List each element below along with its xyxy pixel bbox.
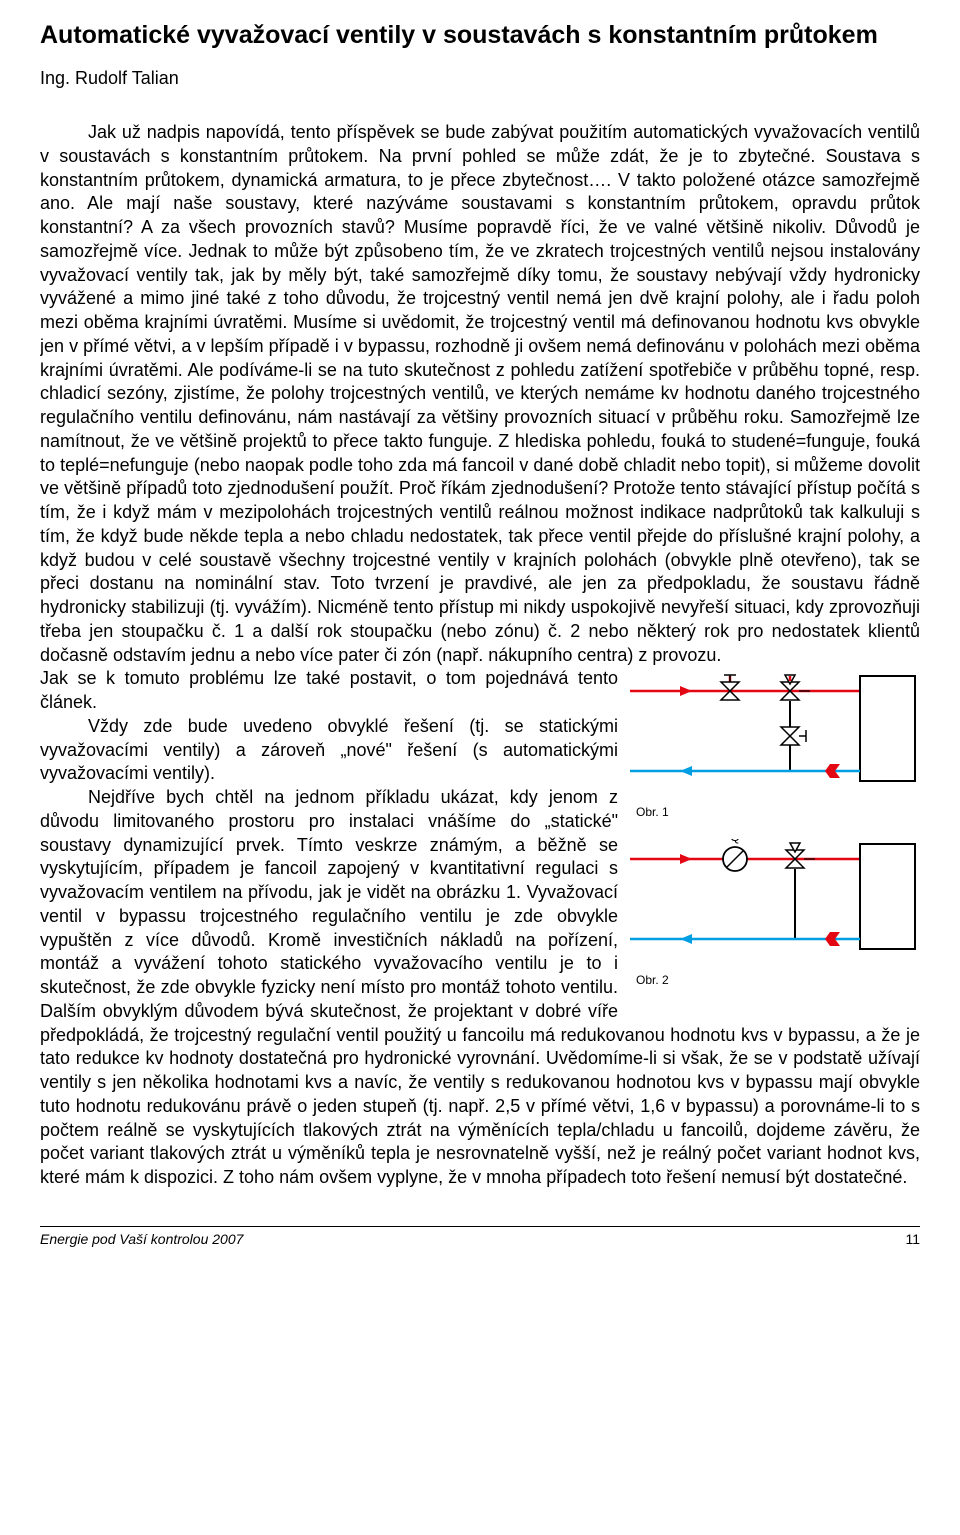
page-number: 11 xyxy=(905,1231,920,1247)
paragraph-1: Jak už nadpis napovídá, tento příspěvek … xyxy=(40,121,920,667)
article-author: Ing. Rudolf Talian xyxy=(40,68,920,89)
figure-2-caption: Obr. 2 xyxy=(636,973,920,989)
figure-1-caption: Obr. 1 xyxy=(636,805,920,821)
page-footer: Energie pod Vaší kontrolou 2007 11 xyxy=(40,1226,920,1247)
figures-container: Obr. 1 Q xyxy=(630,671,920,1007)
figure-1: Obr. 1 xyxy=(630,671,920,821)
article-body: Jak už nadpis napovídá, tento příspěvek … xyxy=(40,121,920,1190)
diagram-1 xyxy=(630,671,920,801)
article-title: Automatické vyvažovací ventily v soustav… xyxy=(40,20,920,50)
q-label: Q xyxy=(730,839,740,844)
diagram-2: Q xyxy=(630,839,920,969)
figure-2: Q Obr. 2 xyxy=(630,839,920,989)
footer-text: Energie pod Vaší kontrolou 2007 xyxy=(40,1231,243,1247)
